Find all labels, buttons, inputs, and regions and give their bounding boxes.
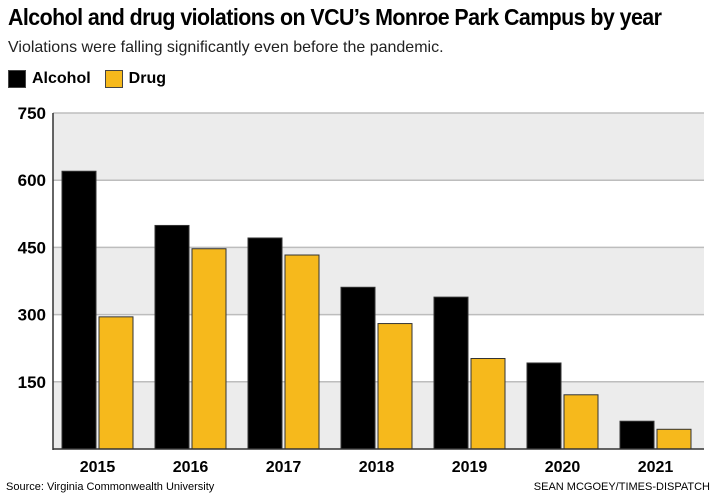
- legend-swatch-alcohol: [8, 70, 26, 88]
- y-tick-label: 150: [18, 373, 46, 392]
- y-tick-label: 450: [18, 238, 46, 257]
- bar-drug-2021: [656, 428, 692, 450]
- bar-alcohol-2019: [433, 296, 469, 450]
- bar-drug-2020: [563, 394, 599, 450]
- y-tick-label: 750: [18, 104, 46, 123]
- credit-note: SEAN MCGOEY/TIMES-DISPATCH: [533, 481, 710, 493]
- legend-item-drug: Drug: [104, 70, 166, 88]
- bar-drug-2017: [284, 254, 320, 450]
- legend-label-alcohol: Alcohol: [32, 70, 91, 87]
- chart-title: Alcohol and drug violations on VCU’s Mon…: [8, 4, 662, 30]
- grid-band: [53, 180, 704, 248]
- bar-alcohol-2015: [61, 170, 97, 450]
- bar-alcohol-2018: [340, 286, 376, 450]
- x-tick-label: 2019: [452, 459, 488, 476]
- x-tick-label: 2020: [545, 459, 581, 476]
- legend-item-alcohol: Alcohol: [8, 70, 91, 88]
- grid-band: [53, 247, 704, 315]
- x-tick-label: 2018: [359, 459, 395, 476]
- source-note: Source: Virginia Commonwealth University: [6, 481, 215, 493]
- legend-label-drug: Drug: [128, 70, 166, 87]
- x-tick-label: 2015: [80, 459, 116, 476]
- x-tick-label: 2021: [638, 459, 674, 476]
- chart-subtitle: Violations were falling significantly ev…: [8, 39, 444, 56]
- grid-band: [53, 113, 704, 181]
- bar-drug-2019: [470, 358, 506, 450]
- y-tick-label: 300: [18, 306, 46, 325]
- bar-alcohol-2021: [619, 420, 655, 450]
- bar-drug-2015: [98, 316, 134, 450]
- legend: Alcohol Drug: [8, 70, 166, 88]
- bar-alcohol-2016: [154, 224, 190, 450]
- x-tick-label: 2017: [266, 459, 302, 476]
- bar-drug-2018: [377, 323, 413, 450]
- bar-alcohol-2017: [247, 237, 283, 450]
- bar-alcohol-2020: [526, 362, 562, 450]
- y-tick-label: 600: [18, 171, 46, 190]
- bar-drug-2016: [191, 248, 227, 450]
- x-tick-label: 2016: [173, 459, 209, 476]
- legend-swatch-drug: [104, 70, 123, 88]
